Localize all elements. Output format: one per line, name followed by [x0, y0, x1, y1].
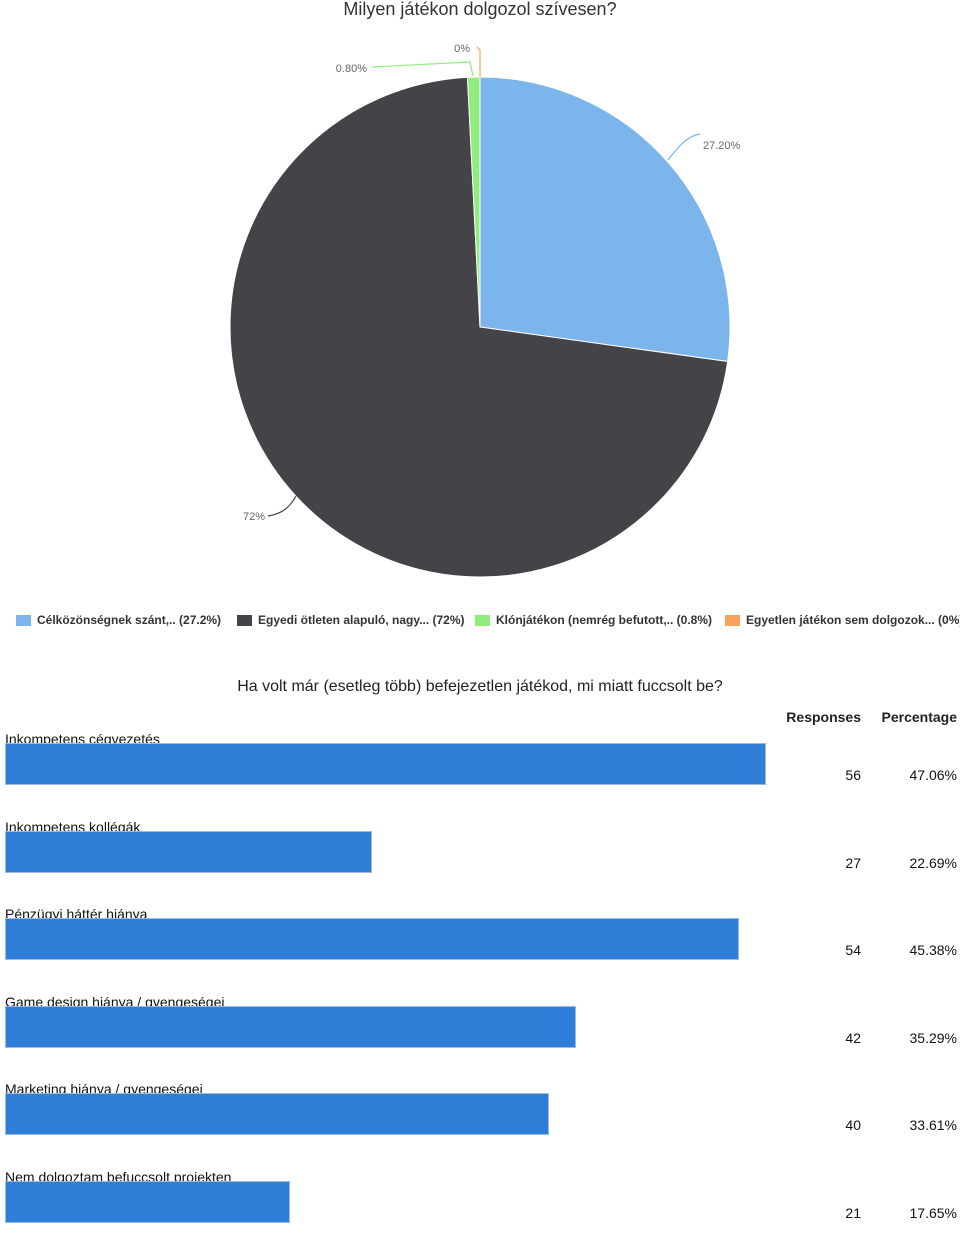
bar-track [5, 830, 776, 873]
bar-response-count: 42 [845, 1029, 861, 1046]
legend-item[interactable]: Egyetlen játékon sem dolgozok... (0%) [725, 611, 960, 629]
legend-item[interactable]: Célközönségnek szánt,.. (27.2%) [16, 611, 221, 629]
bar-percentage: 45.38% [909, 942, 957, 958]
pie-chart-canvas: 27.20% 72% 0.80% 0% [229, 43, 741, 578]
legend-label: Egyetlen játékon sem dolgozok... (0%) [746, 613, 960, 627]
legend-swatch [475, 614, 490, 626]
pie-chart: Milyen játékon dolgozol szívesen? 27.20%… [0, 0, 960, 629]
pie-chart-title: Milyen játékon dolgozol szívesen? [343, 0, 617, 19]
bar-response-count: 40 [845, 1117, 861, 1133]
legend-swatch [725, 614, 740, 626]
slice-data-label: 72% [243, 511, 265, 523]
slice-data-label: 0.80% [336, 63, 367, 75]
legend-label: Klónjátékon (nemrég befutott,.. (0.8%) [496, 613, 713, 627]
bar-track [5, 918, 776, 960]
bar-percentage: 33.61% [909, 1117, 957, 1133]
bar-response-count: 54 [845, 942, 861, 958]
legend-item[interactable]: Egyedi ötleten alapuló, nagy... (72%) [237, 611, 464, 629]
bar-track [5, 743, 776, 785]
slice-connector-line [371, 61, 474, 77]
bar-response-count: 21 [845, 1204, 861, 1221]
bar[interactable] [5, 743, 766, 785]
bar-percentage: 22.69% [909, 854, 957, 871]
bar[interactable] [5, 1005, 576, 1048]
bar-row: Pénzügyi háttér hiánya 54 45.38% [0, 906, 960, 994]
bar-row: Game design hiánya / gyengeségei 42 35.29% [0, 994, 960, 1082]
bar-row: Nem dolgoztam befuccsolt projekten 21 17.6… [0, 1169, 960, 1257]
bar-track [5, 1180, 776, 1223]
legend-label: Egyedi ötleten alapuló, nagy... (72%) [258, 613, 465, 627]
bar-response-count: 27 [845, 854, 861, 871]
bar-percentage: 47.06% [909, 767, 957, 783]
bar-response-count: 56 [845, 767, 861, 783]
responses-header: Responses [786, 709, 861, 725]
bar-chart-title: Ha volt már (esetleg több) befejezetlen … [237, 678, 723, 695]
pie-legend: Célközönségnek szánt,.. (27.2%) Egyedi öt… [0, 611, 960, 629]
legend-swatch [16, 614, 31, 626]
bar-track [5, 1005, 776, 1048]
slice-data-label: 0% [454, 43, 470, 55]
legend-item[interactable]: Klónjátékon (nemrég befutott,.. (0.8%) [475, 611, 712, 629]
bar-percentage: 17.65% [909, 1204, 957, 1221]
bar-row: Inkompetens kollégák 27 22.69% [0, 819, 960, 907]
slice-connector-line [267, 495, 297, 517]
bar[interactable] [5, 1180, 291, 1223]
bar[interactable] [5, 830, 372, 873]
bar-track [5, 1093, 776, 1135]
slice-connector-line [667, 133, 701, 161]
slice-data-label: 27.20% [703, 140, 741, 152]
percentage-header: Percentage [881, 709, 957, 725]
legend-swatch [237, 614, 252, 626]
bar-row: Marketing hiánya / gyengeségei 40 33.61% [0, 1081, 960, 1169]
slice-connector-line [476, 46, 481, 77]
pie-slice[interactable] [479, 76, 731, 363]
legend-label: Célközönségnek szánt,.. (27.2%) [37, 613, 222, 627]
bar-percentage: 35.29% [909, 1029, 957, 1046]
bar[interactable] [5, 918, 739, 960]
bar[interactable] [5, 1093, 549, 1135]
bar-chart: Ha volt már (esetleg több) befejezetlen … [0, 676, 960, 1230]
bar-row: Inkompetens cégvezetés 56 47.06% [0, 731, 960, 819]
